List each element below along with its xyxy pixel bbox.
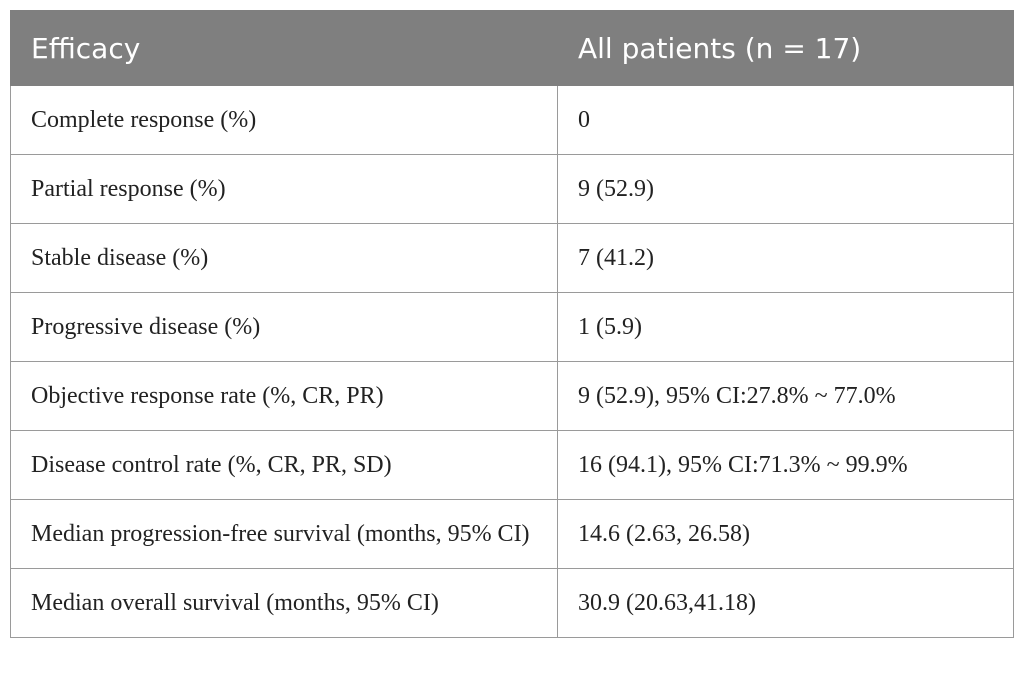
row-value: 0 [557, 85, 1014, 155]
row-label: Progressive disease (%) [10, 292, 558, 362]
row-value: 30.9 (20.63,41.18) [557, 568, 1014, 638]
table-body: Complete response (%) 0 Partial response (… [10, 85, 1014, 638]
row-value: 9 (52.9), 95% CI:27.8% ~ 77.0% [557, 361, 1014, 431]
row-label: Complete response (%) [10, 85, 558, 155]
table-header: Efficacy All patients (n = 17) [10, 10, 1014, 86]
table-row: Stable disease (%) 7 (41.2) [10, 223, 1014, 293]
row-value: 14.6 (2.63, 26.58) [557, 499, 1014, 569]
row-label: Partial response (%) [10, 154, 558, 224]
header-cell: Efficacy [10, 10, 558, 86]
row-value: 16 (94.1), 95% CI:71.3% ~ 99.9% [557, 430, 1014, 500]
row-value: 1 (5.9) [557, 292, 1014, 362]
table-row: Objective response rate (%, CR, PR) 9 (52… [10, 361, 1014, 431]
table-row: Partial response (%) 9 (52.9) [10, 154, 1014, 224]
row-label: Median progression-free survival (months… [10, 499, 558, 569]
row-value: 7 (41.2) [557, 223, 1014, 293]
row-label: Objective response rate (%, CR, PR) [10, 361, 558, 431]
header-cell: All patients (n = 17) [557, 10, 1014, 86]
table-row: Complete response (%) 0 [10, 85, 1014, 155]
header-row: Efficacy All patients (n = 17) [10, 10, 1014, 86]
table-row: Median progression-free survival (months… [10, 499, 1014, 569]
table-row: Median overall survival (months, 95% CI)… [10, 568, 1014, 638]
table-row: Progressive disease (%) 1 (5.9) [10, 292, 1014, 362]
efficacy-table: Efficacy All patients (n = 17) Complete … [10, 10, 1014, 638]
row-label: Median overall survival (months, 95% CI) [10, 568, 558, 638]
table-row: Disease control rate (%, CR, PR, SD) 16 (… [10, 430, 1014, 500]
row-label: Stable disease (%) [10, 223, 558, 293]
row-label: Disease control rate (%, CR, PR, SD) [10, 430, 558, 500]
row-value: 9 (52.9) [557, 154, 1014, 224]
